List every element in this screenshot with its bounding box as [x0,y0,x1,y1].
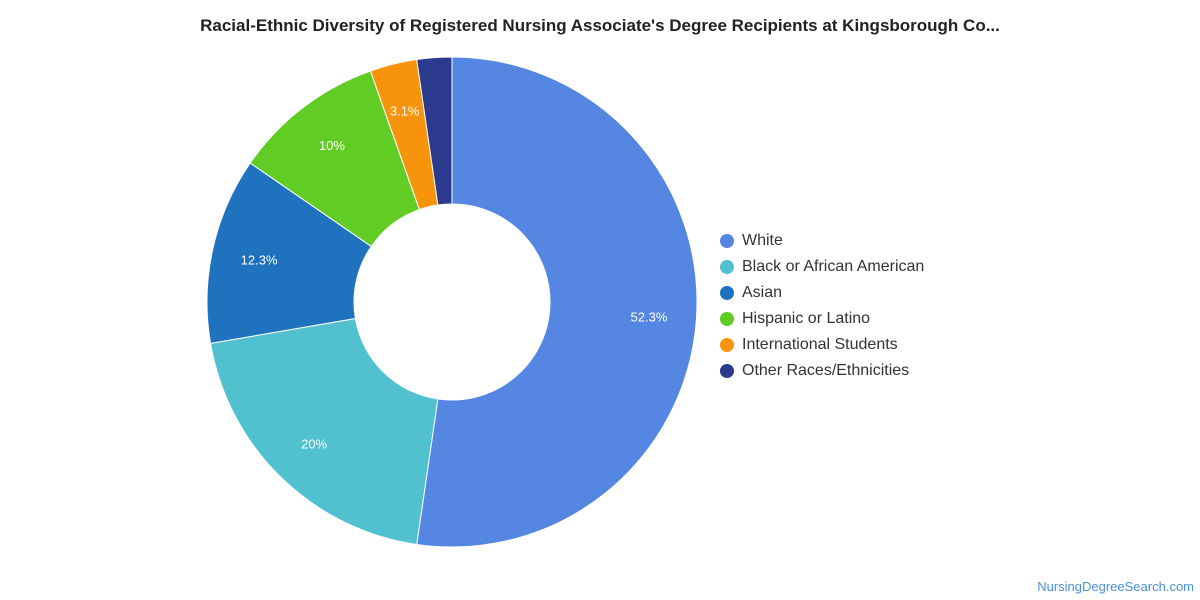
legend-swatch [720,286,734,300]
legend-swatch [720,260,734,274]
slice-other-races-ethnicities[interactable] [416,56,453,206]
legend-item[interactable]: Black or African American [720,254,924,280]
data-label-hispanic-or-latino: 10% [319,138,345,153]
data-label-asian: 12.3% [241,253,278,268]
legend-swatch [720,234,734,248]
legend-label: Black or African American [742,258,925,275]
chart-title: Racial-Ethnic Diversity of Registered Nu… [200,16,1000,35]
legend-item[interactable]: Asian [720,280,924,306]
legend-item[interactable]: Hispanic or Latino [720,306,924,332]
data-label-white: 52.3% [631,309,668,324]
slice-white[interactable] [416,56,698,548]
legend-item[interactable]: International Students [720,332,924,358]
legend-swatch [720,338,734,352]
slice-black-or-african-american[interactable] [209,317,439,546]
source-watermark[interactable]: NursingDegreeSearch.com [1037,579,1194,594]
legend-swatch [720,312,734,326]
legend: White Black or African American Asian Hispa… [720,228,924,384]
data-label-black-or-african-american: 20% [301,436,327,451]
slice-asian[interactable] [206,162,372,344]
legend-item[interactable]: Other Races/Ethnicities [720,358,924,384]
legend-label: Hispanic or Latino [742,310,871,327]
legend-label: White [742,232,783,249]
legend-item[interactable]: White [720,228,924,254]
legend-label: Asian [742,284,783,301]
legend-label: Other Races/Ethnicities [742,362,910,379]
legend-swatch [720,364,734,378]
legend-label: International Students [742,336,898,353]
data-label-international-students: 3.1% [390,103,420,118]
